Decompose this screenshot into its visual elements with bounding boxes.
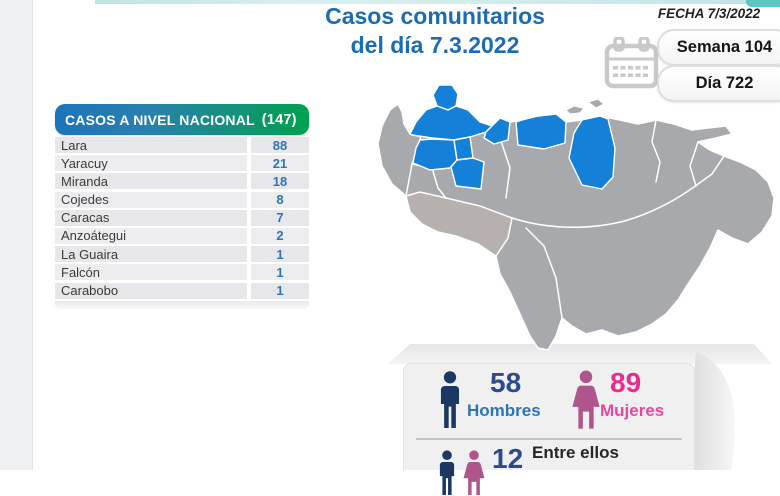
mujeres-label: Mujeres (600, 401, 665, 420)
state-cases-cell: 7 (251, 209, 309, 226)
cases-table-header: CASOS A NIVEL NACIONAL (147) (55, 104, 309, 135)
map-highlighted-states (409, 84, 616, 190)
map-floor-shadow (388, 344, 772, 470)
top-right-accent-tab (746, 0, 780, 7)
mujeres-count: 89 (610, 367, 642, 398)
map-state-miranda-caracas (515, 113, 567, 150)
table-row: Miranda 18 (55, 173, 309, 190)
female-icon (572, 370, 600, 429)
state-name-cell: Caracas (55, 209, 247, 226)
male-icon (440, 371, 460, 428)
fecha-label: FECHA 7/3/2022 (657, 6, 761, 21)
cases-table-total: (147) (261, 111, 297, 128)
state-cases-cell: 1 (251, 282, 309, 299)
map-state-lara (412, 138, 458, 171)
state-cases-cell: 1 (251, 264, 309, 281)
page-title-line1: Casos comunitarios (325, 3, 545, 29)
table-bottom-shadow (55, 300, 309, 309)
state-name-cell: Anzoátegui (55, 227, 247, 244)
top-accent-line (95, 0, 780, 4)
table-row: Carabobo 1 (55, 282, 309, 299)
state-name-cell: Cojedes (55, 191, 247, 208)
state-name-cell: Yaracuy (55, 155, 247, 172)
state-cases-cell: 8 (251, 191, 309, 208)
table-row: La Guaira 1 (55, 246, 309, 263)
state-cases-cell: 2 (251, 227, 309, 244)
state-cases-cell: 88 (251, 137, 309, 153)
page-title: Casos comunitarios del día 7.3.2022 (290, 2, 580, 60)
table-row: Yaracuy 21 (55, 155, 309, 172)
map-state-carabobo (483, 117, 511, 145)
cases-table: CASOS A NIVEL NACIONAL (147) Lara 88 Yar… (55, 104, 309, 309)
gender-stats-panel: 58 Hombres 89 Mujeres 12 Entre ellos (403, 363, 695, 495)
state-cases-cell: 18 (251, 173, 309, 190)
map-islands (564, 98, 606, 115)
table-row: Cojedes 8 (55, 191, 309, 208)
viewer-left-margin (0, 0, 33, 470)
map-state-yaracuy (453, 136, 474, 161)
map-state-anzoategui (568, 115, 616, 190)
cases-table-title: CASOS A NIVEL NACIONAL (65, 111, 255, 128)
state-cases-cell: 1 (251, 246, 309, 263)
semana-badge: Semana 104 (657, 29, 780, 66)
male-icon-small (439, 450, 455, 495)
state-name-cell: Carabobo (55, 282, 247, 299)
cases-table-rows: Lara 88 Yaracuy 21 Miranda 18 Cojedes 8 … (55, 137, 309, 299)
entre-ellos-label: Entre ellos (532, 443, 619, 462)
state-name-cell: Falcón (55, 264, 247, 281)
venezuela-map (377, 84, 775, 351)
table-row: Caracas 7 (55, 209, 309, 226)
dia-badge: Día 722 (657, 65, 780, 102)
female-icon-small (463, 450, 485, 495)
page-title-line2: del día 7.3.2022 (350, 32, 520, 58)
state-name-cell: Lara (55, 137, 247, 153)
state-name-cell: La Guaira (55, 246, 247, 263)
table-row: Anzoátegui 2 (55, 227, 309, 244)
calendar-icon (604, 37, 659, 89)
panel-divider (416, 438, 682, 440)
state-cases-cell: 21 (251, 155, 309, 172)
hombres-label: Hombres (467, 401, 541, 420)
entre-ellos-count: 12 (492, 443, 524, 474)
state-name-cell: Miranda (55, 173, 247, 190)
table-row: Lara 88 (55, 137, 309, 153)
table-row: Falcón 1 (55, 264, 309, 281)
hombres-count: 58 (490, 367, 522, 398)
map-state-cojedes (450, 157, 485, 190)
